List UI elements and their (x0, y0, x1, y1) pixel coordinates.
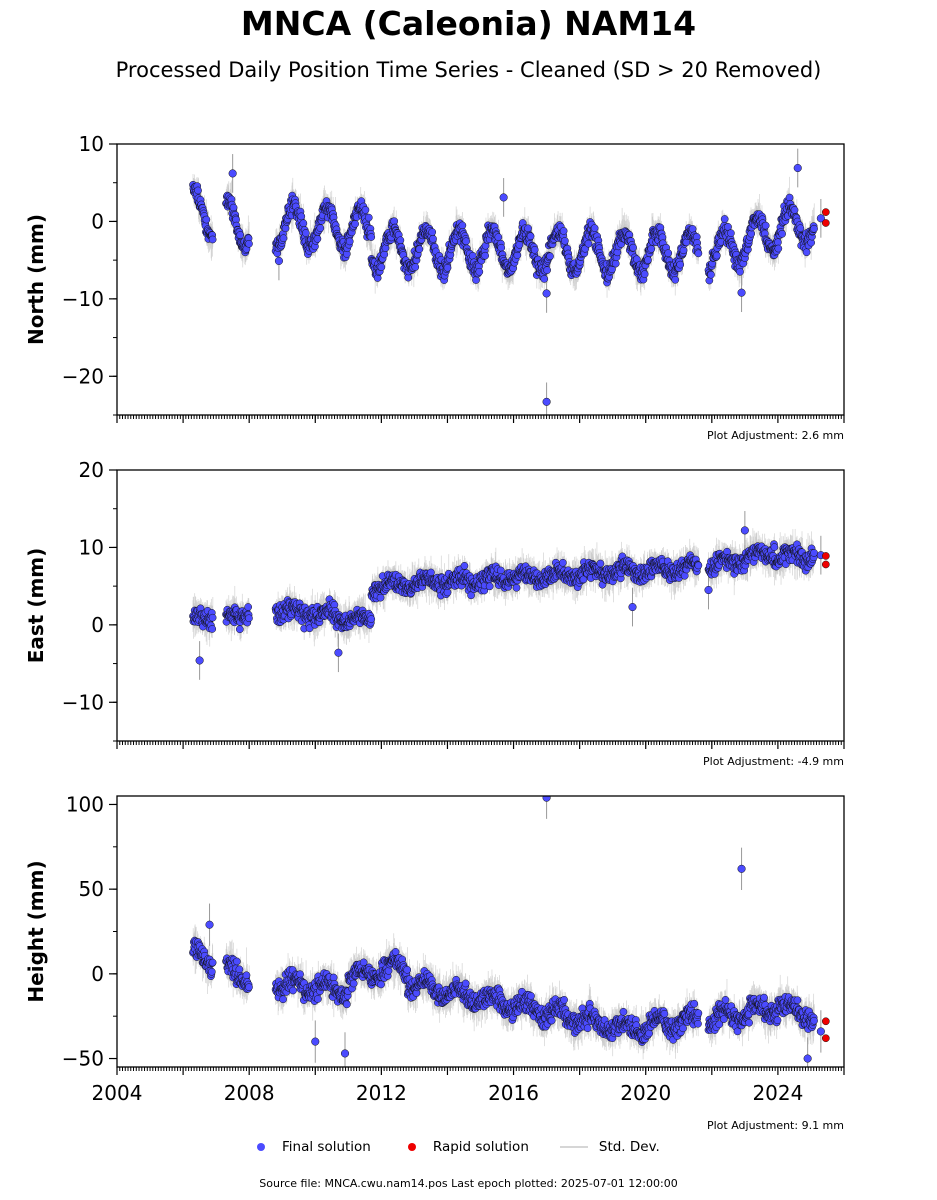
final-point (543, 266, 551, 275)
final-point (301, 229, 310, 237)
final-point (640, 270, 649, 279)
final-point (785, 193, 794, 202)
final-point (802, 248, 811, 257)
final-point (790, 206, 799, 214)
final-outlier-point (737, 288, 746, 297)
final-point (526, 232, 535, 241)
north-panel: 10 0 −10 −20 North (mm) (24, 132, 845, 423)
final-point (720, 215, 729, 223)
final-point (475, 267, 484, 276)
final-point (428, 228, 437, 236)
north-std-dev-bars (192, 148, 822, 415)
final-point (396, 236, 405, 245)
final-point (778, 230, 786, 238)
north-data (189, 148, 830, 415)
rapid-point (821, 208, 830, 216)
final-point (194, 186, 202, 195)
final-point (494, 233, 503, 241)
north-x-axis (116, 415, 845, 423)
final-point (279, 234, 288, 243)
final-point (647, 245, 656, 253)
final-point (377, 263, 386, 271)
final-point (774, 244, 783, 253)
final-point (679, 246, 688, 255)
final-point (515, 240, 524, 249)
final-point (351, 220, 359, 228)
final-point (468, 251, 477, 260)
final-point (462, 237, 470, 246)
east-std-dev-bars (192, 511, 822, 680)
final-outlier-point (793, 163, 802, 173)
final-point (584, 239, 593, 248)
east-data (189, 511, 830, 680)
y-tick-label: −20 (62, 364, 104, 388)
final-point (524, 224, 532, 233)
final-point (229, 203, 238, 212)
final-outlier-point (542, 397, 551, 406)
final-point (297, 212, 306, 221)
final-point (208, 235, 217, 244)
final-point (245, 239, 253, 248)
north-axes-frame (116, 143, 845, 416)
final-point (671, 275, 680, 284)
final-point (761, 221, 770, 230)
rapid-point (821, 219, 830, 227)
final-point (497, 243, 506, 252)
final-point (530, 245, 539, 254)
final-point (345, 237, 354, 246)
final-point (481, 251, 489, 260)
final-point (629, 243, 637, 252)
final-point (590, 224, 599, 232)
north-y-axis: 10 0 −10 −20 (62, 132, 117, 416)
final-outlier-point (228, 169, 237, 178)
final-point (390, 217, 399, 226)
final-point (540, 275, 549, 283)
final-point (644, 256, 652, 264)
final-point (236, 231, 245, 239)
final-point (712, 251, 721, 260)
north-y-label: North (mm) (24, 214, 48, 345)
final-point (381, 244, 390, 252)
final-point (707, 270, 715, 279)
final-point (736, 267, 744, 276)
y-tick-label: −10 (62, 287, 104, 311)
final-point (664, 249, 673, 257)
final-point (458, 221, 467, 230)
final-point (611, 259, 620, 268)
final-point (364, 213, 373, 222)
final-point (443, 263, 452, 272)
final-point (202, 215, 211, 224)
final-point (727, 229, 735, 237)
north-final-points (189, 163, 825, 406)
final-point (281, 224, 290, 233)
final-outlier-point (542, 289, 551, 298)
final-point (361, 206, 370, 214)
final-point (411, 263, 420, 271)
final-point (313, 235, 322, 243)
final-point (546, 252, 554, 261)
final-outlier-point (816, 214, 825, 223)
final-point (694, 249, 703, 258)
final-point (380, 250, 389, 259)
y-tick-label: 0 (91, 209, 104, 233)
final-point (796, 224, 805, 233)
final-point (429, 235, 437, 243)
final-point (561, 237, 569, 245)
final-point (559, 227, 568, 235)
final-outlier-point (499, 193, 508, 202)
final-point (676, 260, 685, 269)
final-point (810, 224, 818, 233)
final-point (472, 276, 480, 284)
y-tick-label: 10 (79, 132, 104, 156)
final-point (299, 219, 308, 228)
chart-subtitle: Processed Daily Position Time Series - C… (115, 58, 822, 82)
final-point (316, 224, 325, 232)
final-outlier-point (274, 256, 283, 265)
final-point (367, 233, 376, 241)
final-point (415, 245, 424, 254)
final-point (688, 225, 697, 233)
chart-title: MNCA (Caleonia) NAM14 (240, 4, 697, 43)
